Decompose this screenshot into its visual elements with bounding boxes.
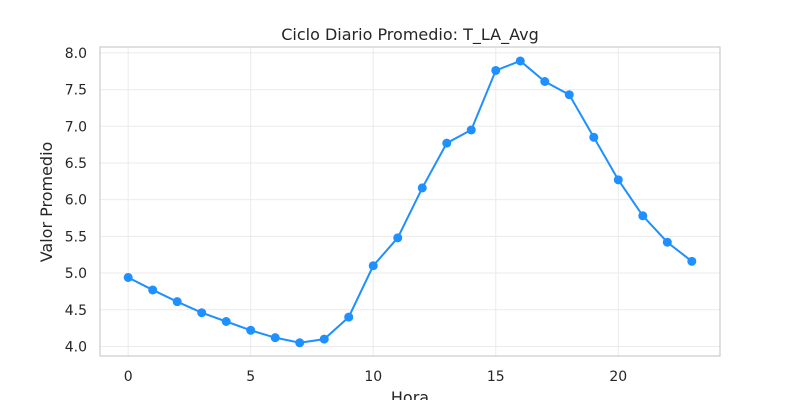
data-point xyxy=(123,272,133,282)
data-point xyxy=(515,56,525,66)
plot-frame xyxy=(99,46,721,357)
y-tick-label: 4.0 xyxy=(65,339,87,355)
data-point xyxy=(246,325,256,335)
data-point xyxy=(368,261,378,271)
y-tick-label: 5.0 xyxy=(65,266,87,282)
data-point xyxy=(148,285,158,295)
y-axis-label: Valor Promedio xyxy=(37,142,56,263)
x-tick-label: 10 xyxy=(364,369,382,385)
data-point xyxy=(589,132,599,142)
x-tick-label: 5 xyxy=(246,369,255,385)
y-tick-label: 7.5 xyxy=(65,83,87,99)
series-line xyxy=(127,59,693,344)
x-tick-label: 20 xyxy=(609,369,627,385)
y-tick-label: 7.0 xyxy=(65,119,87,135)
data-point xyxy=(295,338,305,348)
data-point xyxy=(442,138,452,148)
data-point xyxy=(319,334,329,344)
data-point xyxy=(197,308,207,318)
data-point xyxy=(540,76,550,86)
data-point xyxy=(270,333,280,343)
data-point xyxy=(221,317,231,327)
y-tick-label: 6.0 xyxy=(65,193,87,209)
data-point xyxy=(417,183,427,193)
x-axis-label: Hora xyxy=(391,388,429,400)
data-point xyxy=(638,211,648,221)
data-point xyxy=(687,256,697,266)
gridlines xyxy=(100,47,720,356)
y-tick-label: 8.0 xyxy=(65,46,87,62)
data-points xyxy=(123,56,697,348)
data-point xyxy=(466,125,476,135)
chart-title: Ciclo Diario Promedio: T_LA_Avg xyxy=(281,25,539,45)
x-tick-label: 15 xyxy=(487,369,505,385)
data-point xyxy=(172,297,182,307)
data-point xyxy=(564,90,574,100)
y-tick-label: 4.5 xyxy=(65,303,87,319)
data-point xyxy=(491,65,501,75)
data-point xyxy=(662,237,672,247)
data-point xyxy=(613,175,623,185)
data-point xyxy=(344,312,354,322)
data-point xyxy=(393,233,403,243)
y-tick-label: 6.5 xyxy=(65,156,87,172)
x-tick-label: 0 xyxy=(124,369,133,385)
y-tick-label: 5.5 xyxy=(65,229,87,245)
tick-labels: 0 5 10 15 20 4.0 4.5 5.0 5.5 6.0 6.5 7.0 7.5 8.0 xyxy=(65,46,627,385)
